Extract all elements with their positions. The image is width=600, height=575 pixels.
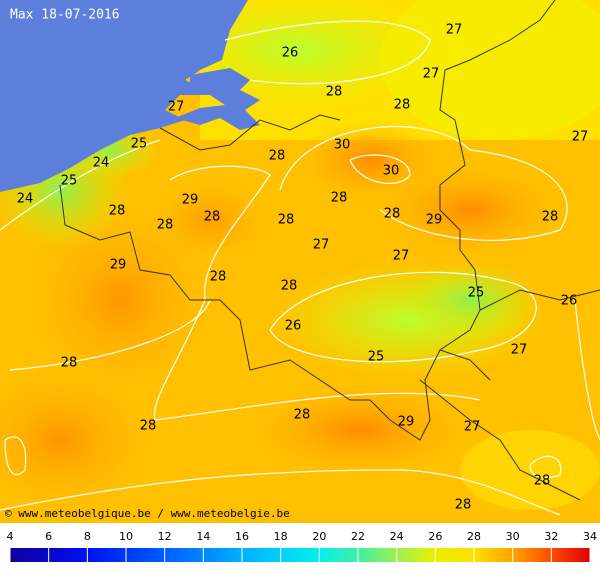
station-value: 27 (423, 67, 440, 82)
station-value: 28 (534, 474, 551, 489)
station-value: 27 (313, 238, 330, 253)
station-value: 28 (384, 207, 401, 222)
sea (0, 0, 248, 192)
scale-tick-label: 8 (84, 530, 91, 543)
station-value: 29 (398, 415, 415, 430)
scale-tick-label: 20 (312, 530, 326, 543)
credit: © www.meteobelgique.be / www.meteobelgie… (5, 507, 290, 520)
station-value: 28 (140, 419, 157, 434)
scale-tick-label: 24 (390, 530, 404, 543)
station-value: 28 (281, 279, 298, 294)
station-value: 24 (93, 156, 110, 171)
scale-tick-label: 18 (274, 530, 288, 543)
station-value: 25 (61, 174, 78, 189)
station-value: 26 (282, 46, 299, 61)
station-value: 28 (331, 191, 348, 206)
scale-tick-label: 30 (506, 530, 520, 543)
station-value: 25 (468, 286, 485, 301)
scale-tick-label: 12 (158, 530, 172, 543)
station-value: 29 (426, 213, 443, 228)
scale-tick-label: 34 (583, 530, 597, 543)
station-value: 30 (383, 164, 400, 179)
station-value: 28 (210, 270, 227, 285)
station-value: 27 (393, 249, 410, 264)
station-value: 25 (368, 350, 385, 365)
scale-tick-label: 32 (544, 530, 558, 543)
station-value: 29 (182, 193, 199, 208)
scale-tick-label: 14 (196, 530, 210, 543)
station-value: 25 (131, 137, 148, 152)
scale-tick-label: 22 (351, 530, 365, 543)
station-value: 27 (511, 343, 528, 358)
station-value: 28 (542, 210, 559, 225)
station-value: 28 (157, 218, 174, 233)
station-value: 27 (464, 420, 481, 435)
station-value: 28 (61, 356, 78, 371)
station-value: 27 (572, 130, 589, 145)
station-value: 26 (561, 294, 578, 309)
station-value: 30 (334, 138, 351, 153)
scale-tick-label: 26 (428, 530, 442, 543)
station-value: 28 (294, 408, 311, 423)
scale-tick-label: 10 (119, 530, 133, 543)
station-value: 28 (269, 149, 286, 164)
station-value: 29 (110, 258, 127, 273)
scale-tick-label: 28 (467, 530, 481, 543)
station-value: 27 (168, 100, 185, 115)
station-value: 28 (326, 85, 343, 100)
station-value: 26 (285, 319, 302, 334)
station-value: 27 (446, 23, 463, 38)
station-value: 24 (17, 192, 34, 207)
station-value: 28 (394, 98, 411, 113)
color-bar (10, 548, 590, 562)
map-title: Max 18-07-2016 (10, 8, 120, 23)
scale-tick-label: 6 (45, 530, 52, 543)
station-value: 28 (204, 210, 221, 225)
station-value: 28 (109, 204, 126, 219)
station-value: 28 (278, 213, 295, 228)
isotherms (0, 20, 600, 516)
scale-tick-label: 4 (7, 530, 14, 543)
borders (59, 0, 600, 501)
station-value: 28 (455, 498, 472, 513)
map-field (0, 0, 600, 523)
scale-tick-label: 16 (235, 530, 249, 543)
estuary (175, 68, 260, 130)
